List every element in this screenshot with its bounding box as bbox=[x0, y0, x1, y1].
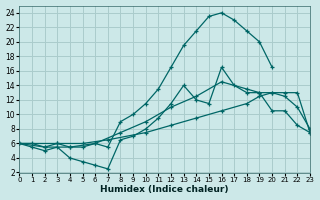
X-axis label: Humidex (Indice chaleur): Humidex (Indice chaleur) bbox=[100, 185, 229, 194]
